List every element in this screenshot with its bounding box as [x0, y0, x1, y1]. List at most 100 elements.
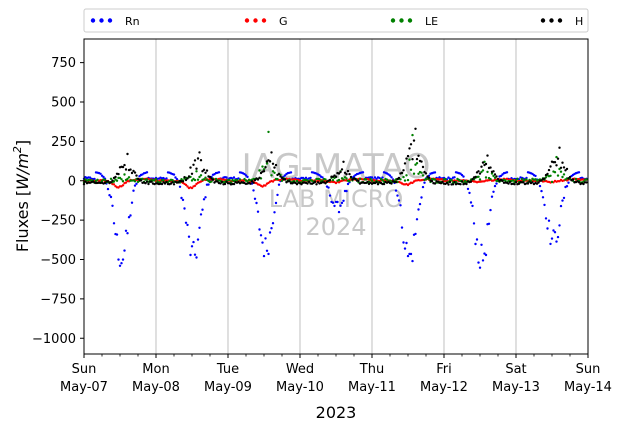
data-point: [342, 160, 345, 163]
data-point: [477, 170, 480, 173]
data-point: [183, 176, 186, 179]
data-point: [331, 179, 335, 182]
data-point: [400, 226, 404, 229]
data-point: [408, 147, 411, 150]
data-point: [283, 178, 287, 181]
data-point: [481, 161, 485, 164]
data-point: [541, 196, 545, 199]
data-point: [177, 181, 180, 184]
data-point: [418, 202, 422, 206]
data-point: [484, 253, 488, 257]
data-point: [556, 174, 560, 177]
data-point: [489, 166, 492, 169]
data-point: [558, 146, 561, 149]
data-point: [540, 189, 543, 193]
data-point: [139, 179, 143, 182]
data-point: [397, 199, 401, 202]
data-point: [348, 180, 351, 183]
data-point: [196, 238, 200, 241]
data-point: [196, 178, 200, 181]
data-point: [328, 178, 332, 182]
data-point: [334, 175, 338, 178]
data-point: [459, 183, 462, 186]
data-point: [441, 180, 444, 184]
data-point: [420, 171, 423, 174]
data-point: [421, 165, 425, 169]
data-point: [129, 214, 132, 217]
data-point: [253, 178, 257, 182]
data-point: [112, 183, 116, 186]
x-tick-date-label: May-13: [492, 380, 540, 395]
data-point: [409, 168, 413, 171]
data-point: [547, 168, 551, 172]
data-point: [109, 195, 113, 199]
data-point: [546, 172, 549, 176]
data-point: [126, 177, 129, 181]
data-point: [337, 210, 341, 214]
data-point: [561, 161, 564, 164]
data-point: [492, 174, 495, 178]
data-point: [324, 178, 327, 181]
data-point: [400, 171, 404, 174]
data-point: [462, 175, 465, 178]
legend-marker: [390, 18, 396, 23]
data-point: [411, 158, 414, 161]
data-point: [111, 204, 114, 207]
data-point: [543, 177, 546, 180]
data-point: [262, 170, 266, 173]
legend-marker: [244, 18, 250, 23]
data-point: [199, 174, 203, 177]
data-point: [220, 180, 224, 183]
data-point: [172, 183, 176, 186]
data-point: [490, 195, 494, 198]
data-point: [225, 176, 228, 179]
x-tick-day-label: Sun: [72, 362, 97, 377]
data-point: [480, 170, 483, 174]
data-point: [103, 178, 107, 182]
data-point: [268, 231, 272, 234]
data-point: [102, 175, 105, 179]
x-tick-day-label: Mon: [142, 362, 169, 377]
data-point: [382, 182, 386, 186]
data-point: [204, 176, 207, 179]
data-point: [274, 201, 278, 205]
data-point: [324, 182, 327, 185]
data-point: [193, 253, 197, 256]
data-point: [555, 155, 558, 159]
data-point: [103, 181, 107, 185]
data-point: [129, 168, 132, 171]
data-point: [357, 179, 360, 183]
data-point: [495, 175, 498, 178]
data-point: [288, 180, 291, 183]
data-point: [562, 196, 566, 200]
data-point: [246, 180, 249, 183]
data-point: [450, 179, 453, 182]
data-point: [205, 169, 209, 172]
data-point: [219, 182, 222, 185]
data-point: [406, 178, 410, 182]
data-point: [553, 161, 557, 164]
data-point: [528, 180, 531, 183]
data-point: [271, 222, 275, 225]
data-point: [513, 183, 516, 186]
x-tick-date-label: May-09: [204, 380, 252, 395]
data-point: [421, 174, 425, 177]
data-point: [202, 168, 206, 171]
data-point: [271, 170, 275, 173]
data-point: [474, 242, 477, 246]
data-point: [172, 173, 176, 176]
data-point: [187, 175, 191, 178]
data-point: [331, 201, 335, 204]
data-point: [135, 182, 138, 185]
data-point: [417, 172, 420, 175]
data-point: [210, 180, 213, 183]
data-point: [337, 178, 341, 182]
data-point: [232, 182, 236, 186]
data-point: [223, 182, 227, 186]
data-point: [189, 166, 192, 169]
data-point: [348, 172, 351, 176]
data-point: [358, 177, 362, 181]
data-point: [346, 169, 350, 173]
data-point: [211, 178, 215, 181]
